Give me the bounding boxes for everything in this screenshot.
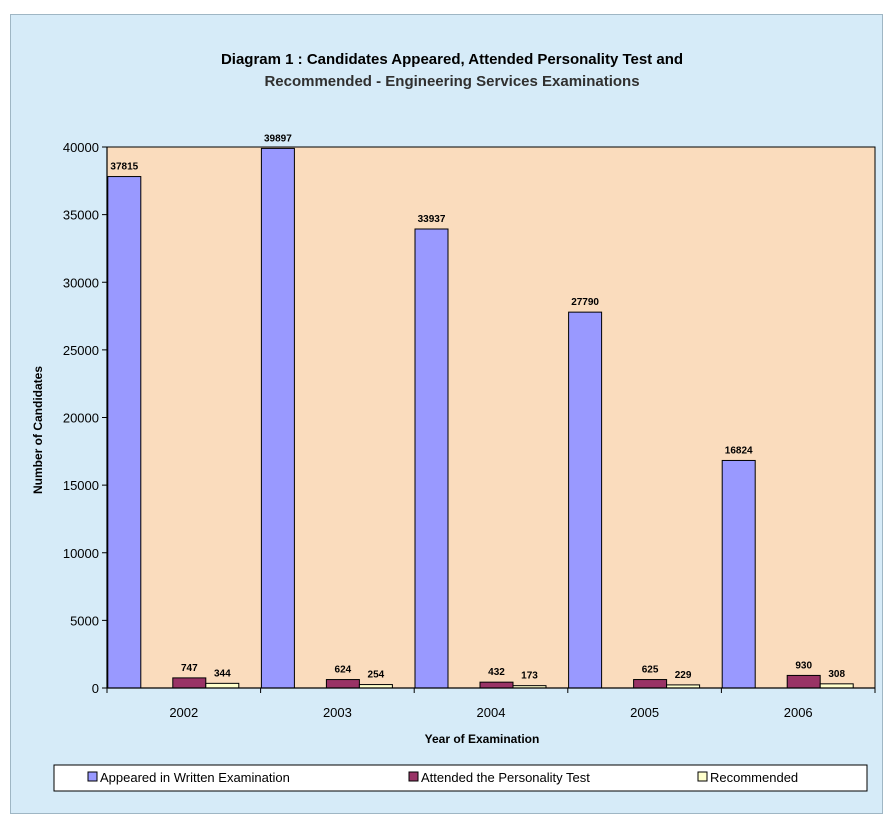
x-axis-label: Year of Examination <box>425 732 540 746</box>
bar-appeared-in-written-examination-2003 <box>260 147 295 689</box>
data-labels: 37815 747 344 39897 624 254 33937 432 173 27790 62… <box>110 133 845 681</box>
bar-recommended-2002 <box>205 682 240 689</box>
bar-attended-the-personality-test-2003 <box>325 679 360 689</box>
legend-entry: Appeared in Written Examination <box>100 770 290 785</box>
data-label: 625 <box>642 665 659 676</box>
bar-attended-the-personality-test-2004 <box>479 681 514 689</box>
bars <box>107 147 854 689</box>
data-label: 39897 <box>264 133 292 144</box>
y-tick-label: 40000 <box>63 140 99 155</box>
data-label: 432 <box>488 667 505 678</box>
y-tick-label: 20000 <box>63 411 99 426</box>
legend-entry: Attended the Personality Test <box>421 770 590 785</box>
legend-swatch <box>87 771 98 782</box>
legend-entry: Recommended <box>710 770 798 785</box>
data-label: 930 <box>795 660 812 671</box>
bar-appeared-in-written-examination-2004 <box>414 228 449 689</box>
y-tick-label: 35000 <box>63 208 99 223</box>
bar-appeared-in-written-examination-2006 <box>721 459 756 689</box>
x-axis-ticks: 2002 2003 2004 2005 2006 <box>106 688 876 720</box>
data-label: 33937 <box>418 214 446 225</box>
x-tick-label: 2006 <box>784 705 813 720</box>
y-tick-label: 10000 <box>63 546 99 561</box>
data-label: 254 <box>368 670 385 681</box>
data-label: 173 <box>521 671 538 682</box>
data-label: 344 <box>214 668 231 679</box>
data-label: 624 <box>335 665 352 676</box>
data-label: 747 <box>181 663 198 674</box>
bar-appeared-in-written-examination-2002 <box>107 176 142 689</box>
y-tick-label: 0 <box>92 681 99 696</box>
y-tick-label: 5000 <box>70 613 99 628</box>
x-tick-label: 2003 <box>323 705 352 720</box>
y-tick-label: 25000 <box>63 343 99 358</box>
legend-box <box>53 764 868 792</box>
chart-subtitle: Recommended - Engineering Services Exami… <box>264 73 639 90</box>
legend-swatch <box>697 771 708 782</box>
bar-attended-the-personality-test-2006 <box>786 674 821 689</box>
legend-swatch <box>408 771 419 782</box>
y-tick-label: 15000 <box>63 478 99 493</box>
x-tick-label: 2002 <box>169 705 198 720</box>
y-axis-label: Number of Candidates <box>31 366 45 494</box>
chart-title: Diagram 1 : Candidates Appeared, Attende… <box>221 51 683 68</box>
chart-frame: Diagram 1 : Candidates Appeared, Attende… <box>10 14 883 814</box>
data-label: 229 <box>675 670 692 681</box>
bar-recommended-2006 <box>819 683 854 689</box>
plot-area <box>106 146 876 689</box>
data-label: 37815 <box>110 162 138 173</box>
legend: Appeared in Written Examination Attended … <box>53 764 868 792</box>
chart: Diagram 1 : Candidates Appeared, Attende… <box>31 51 876 792</box>
y-tick-label: 30000 <box>63 275 99 290</box>
x-tick-label: 2005 <box>630 705 659 720</box>
data-label: 308 <box>828 669 845 680</box>
x-tick-label: 2004 <box>477 705 506 720</box>
bar-appeared-in-written-examination-2005 <box>568 311 603 689</box>
bar-attended-the-personality-test-2002 <box>172 677 207 689</box>
data-label: 27790 <box>571 297 599 308</box>
data-label: 16824 <box>725 445 753 456</box>
y-axis-ticks: 0 5000 10000 15000 20000 25000 30000 35000 40000 <box>63 140 107 696</box>
bar-attended-the-personality-test-2005 <box>633 679 668 689</box>
